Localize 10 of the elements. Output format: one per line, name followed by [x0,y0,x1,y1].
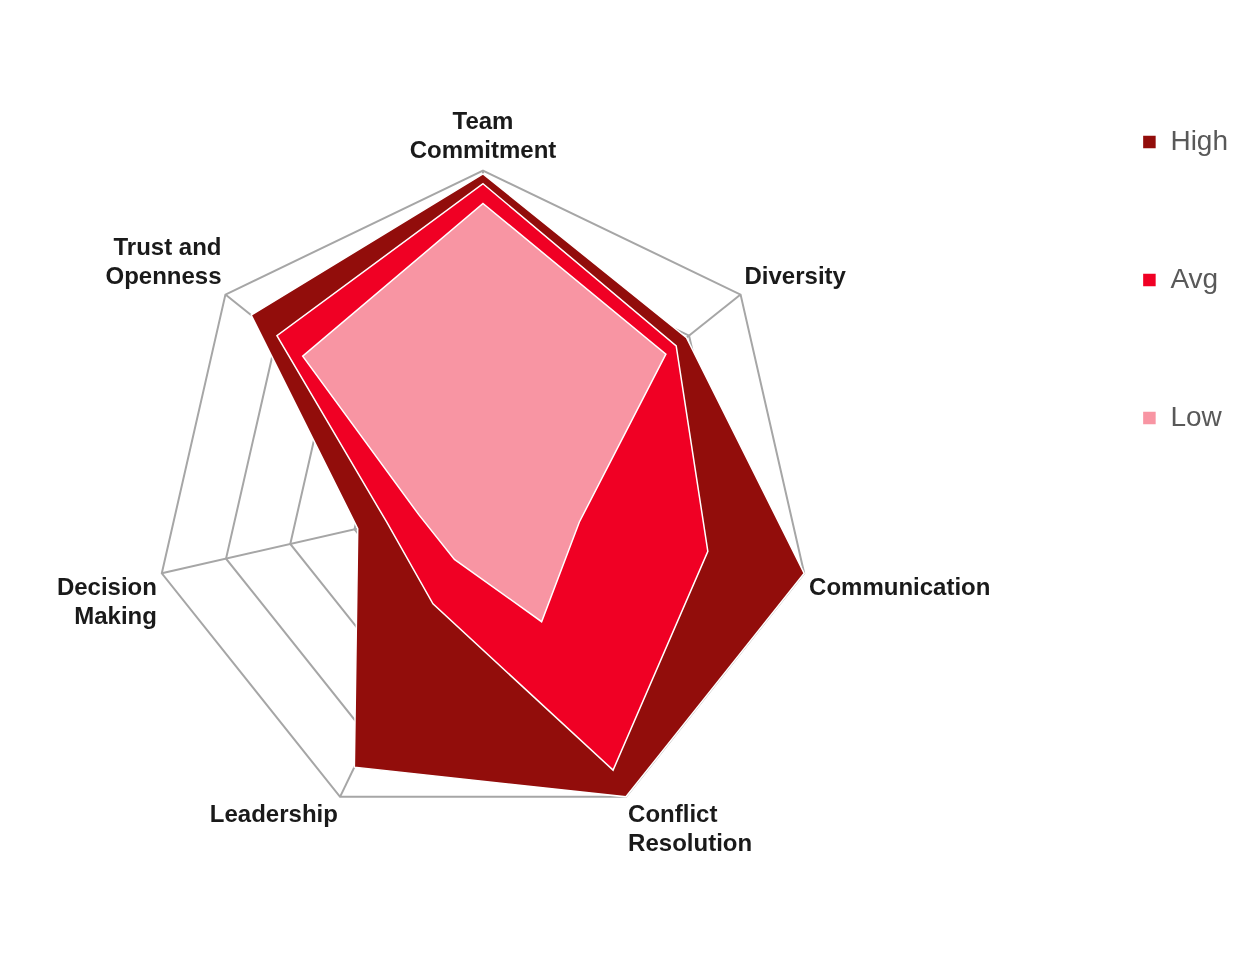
spoke-label: Communication [809,573,991,601]
legend-label: High [1170,124,1229,156]
spoke-label: Decision Making [56,573,157,630]
spoke-label: Team Commitment [409,106,557,163]
spoke-label: Diversity [744,261,847,289]
legend-label: Avg [1170,262,1219,294]
spoke-label: Trust and Openness [105,232,222,289]
spoke-label: Leadership [209,800,338,828]
legend-label: Low [1170,400,1223,432]
spoke-label: Conflict Resolution [628,800,753,857]
